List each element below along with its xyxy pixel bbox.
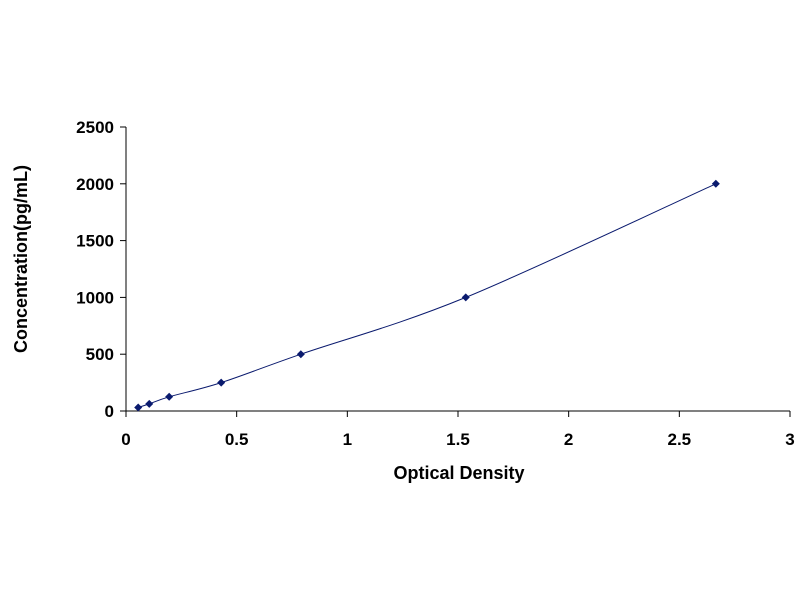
data-point-diamond — [145, 399, 154, 408]
data-point-diamond — [711, 179, 720, 188]
data-point-diamond — [165, 392, 174, 401]
x-tick-label: 1.5 — [446, 430, 470, 449]
x-axis-ticks: 0 0.5 1 1.5 2 2.5 3 — [121, 411, 795, 449]
data-point-diamond — [296, 350, 305, 359]
y-axis-title: Concentration(pg/mL) — [11, 165, 31, 353]
y-tick-label: 500 — [86, 345, 114, 364]
x-axis-title: Optical Density — [393, 463, 524, 483]
data-points — [134, 179, 720, 412]
x-tick-label: 2 — [564, 430, 573, 449]
x-tick-label: 1 — [343, 430, 352, 449]
fit-curve — [138, 183, 717, 408]
y-tick-label: 1500 — [76, 232, 114, 251]
x-tick-label: 2.5 — [668, 430, 692, 449]
data-point-diamond — [461, 293, 470, 302]
y-axis-ticks: 0 500 1000 1500 2000 2500 — [76, 118, 126, 421]
axes — [125, 127, 790, 412]
y-tick-label: 1000 — [76, 288, 114, 307]
data-point-diamond — [134, 403, 143, 412]
x-tick-label: 0 — [121, 430, 130, 449]
y-tick-label: 0 — [105, 402, 114, 421]
data-point-diamond — [217, 378, 226, 387]
y-tick-label: 2000 — [76, 175, 114, 194]
x-tick-label: 0.5 — [225, 430, 249, 449]
y-tick-label: 2500 — [76, 118, 114, 137]
x-tick-label: 3 — [785, 430, 794, 449]
